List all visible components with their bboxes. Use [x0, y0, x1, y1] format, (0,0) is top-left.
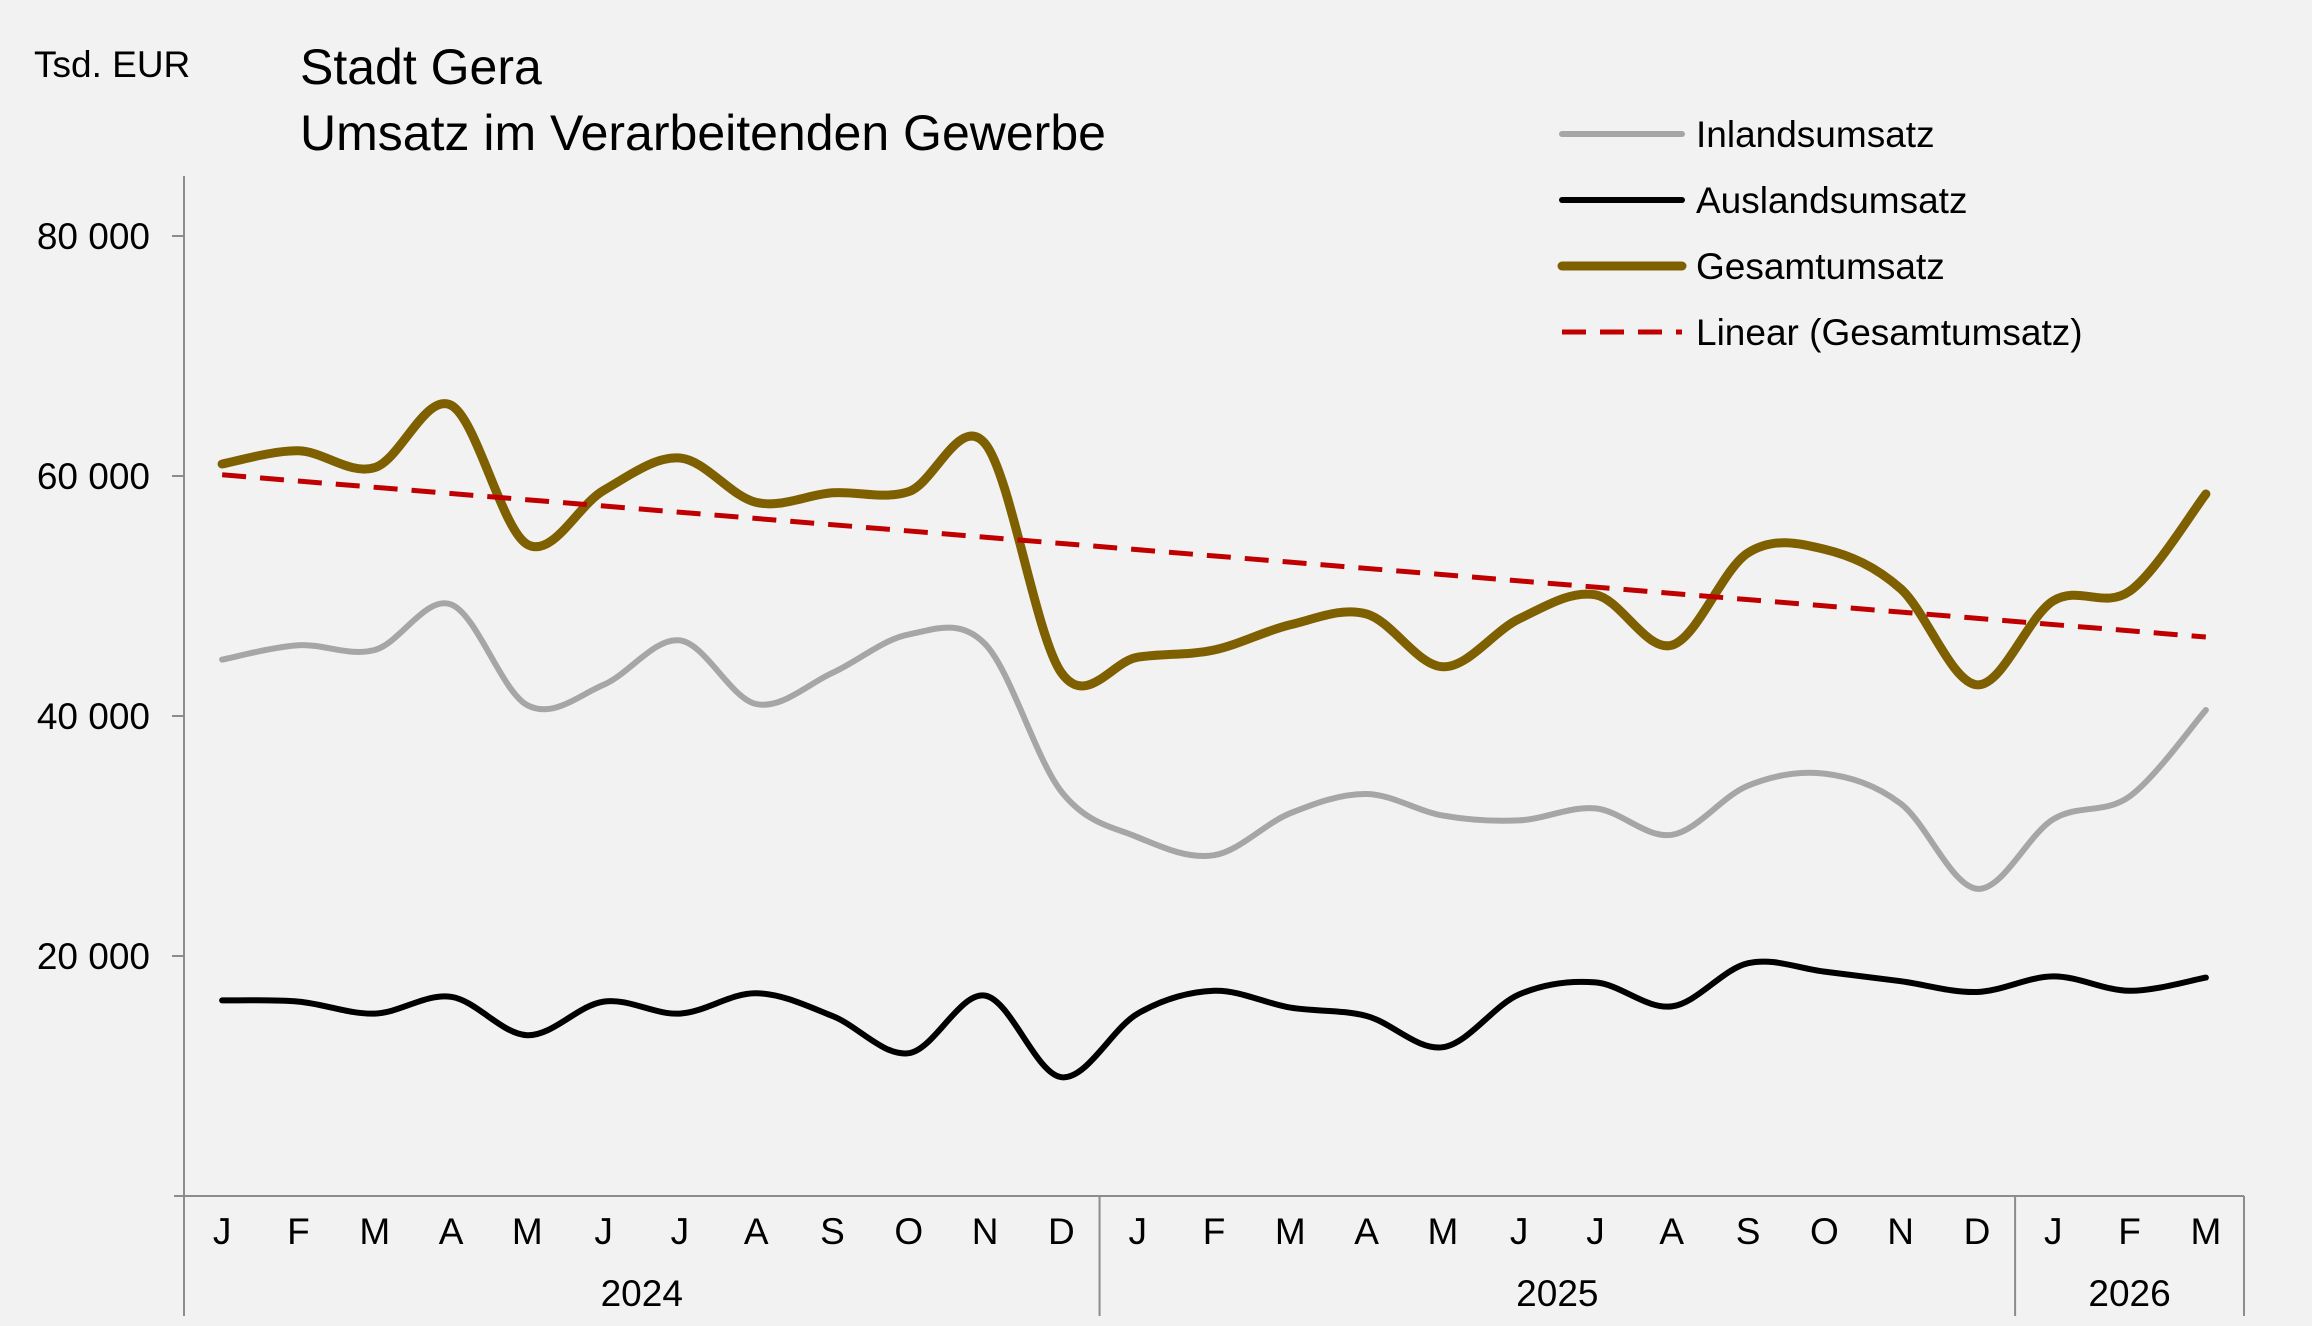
x-tick-label: F [2118, 1211, 2141, 1252]
legend-label: Gesamtumsatz [1696, 246, 1945, 287]
x-tick-label: A [1659, 1211, 1684, 1252]
x-tick-label: M [2190, 1211, 2221, 1252]
y-tick-label: 60 000 [37, 456, 150, 497]
inlandsumsatz-line [219, 600, 2209, 892]
x-tick-label: M [512, 1211, 543, 1252]
y-tick-label: 80 000 [37, 216, 150, 257]
x-tick-label: A [439, 1211, 464, 1252]
x-tick-label: S [1736, 1211, 1761, 1252]
legend-label: Auslandsumsatz [1696, 180, 1967, 221]
x-tick-label: J [1510, 1211, 1529, 1252]
year-label: 2025 [1516, 1273, 1598, 1314]
x-tick-label: N [1887, 1211, 1914, 1252]
x-tick-label: A [1354, 1211, 1379, 1252]
legend: Inlandsumsatz Auslandsumsatz Gesamtumsatz L… [1557, 114, 2083, 353]
x-tick-label: O [894, 1211, 923, 1252]
gesamtumsatz-line [217, 399, 2211, 691]
x-tick-label: J [594, 1211, 613, 1252]
x-tick-label: J [2044, 1211, 2063, 1252]
x-tick-label: A [744, 1211, 769, 1252]
legend-label: Linear (Gesamtumsatz) [1696, 312, 2083, 353]
x-tick-label: M [359, 1211, 390, 1252]
unit-label: Tsd. EUR [34, 44, 190, 85]
x-tick-label: J [1128, 1211, 1147, 1252]
x-tick-label: F [1203, 1211, 1226, 1252]
year-label: 2026 [2088, 1273, 2170, 1314]
auslandsumsatz-line [219, 958, 2209, 1081]
x-tick-label: N [972, 1211, 999, 1252]
x-tick-label: F [287, 1211, 310, 1252]
x-tick-label: O [1810, 1211, 1839, 1252]
plot-area [217, 399, 2211, 1081]
x-tick-label: D [1964, 1211, 1991, 1252]
legend-label: Inlandsumsatz [1696, 114, 1935, 155]
x-tick-label: S [820, 1211, 845, 1252]
x-tick-label: J [1586, 1211, 1605, 1252]
chart-title: Stadt Gera [300, 39, 542, 95]
y-tick-label: 40 000 [37, 696, 150, 737]
x-tick-label: J [671, 1211, 690, 1252]
chart-subtitle: Umsatz im Verarbeitenden Gewerbe [300, 105, 1106, 161]
x-tick-label: D [1048, 1211, 1075, 1252]
x-tick-label: M [1427, 1211, 1458, 1252]
x-tick-label: J [213, 1211, 232, 1252]
linear-trend-line [221, 472, 2207, 640]
x-tick-label: M [1275, 1211, 1306, 1252]
axes: 20 000 40 000 60 000 80 000 J F M A M J J A S O N D J F M A… [37, 176, 2245, 1316]
year-label: 2024 [601, 1273, 683, 1314]
y-tick-label: 20 000 [37, 936, 150, 977]
